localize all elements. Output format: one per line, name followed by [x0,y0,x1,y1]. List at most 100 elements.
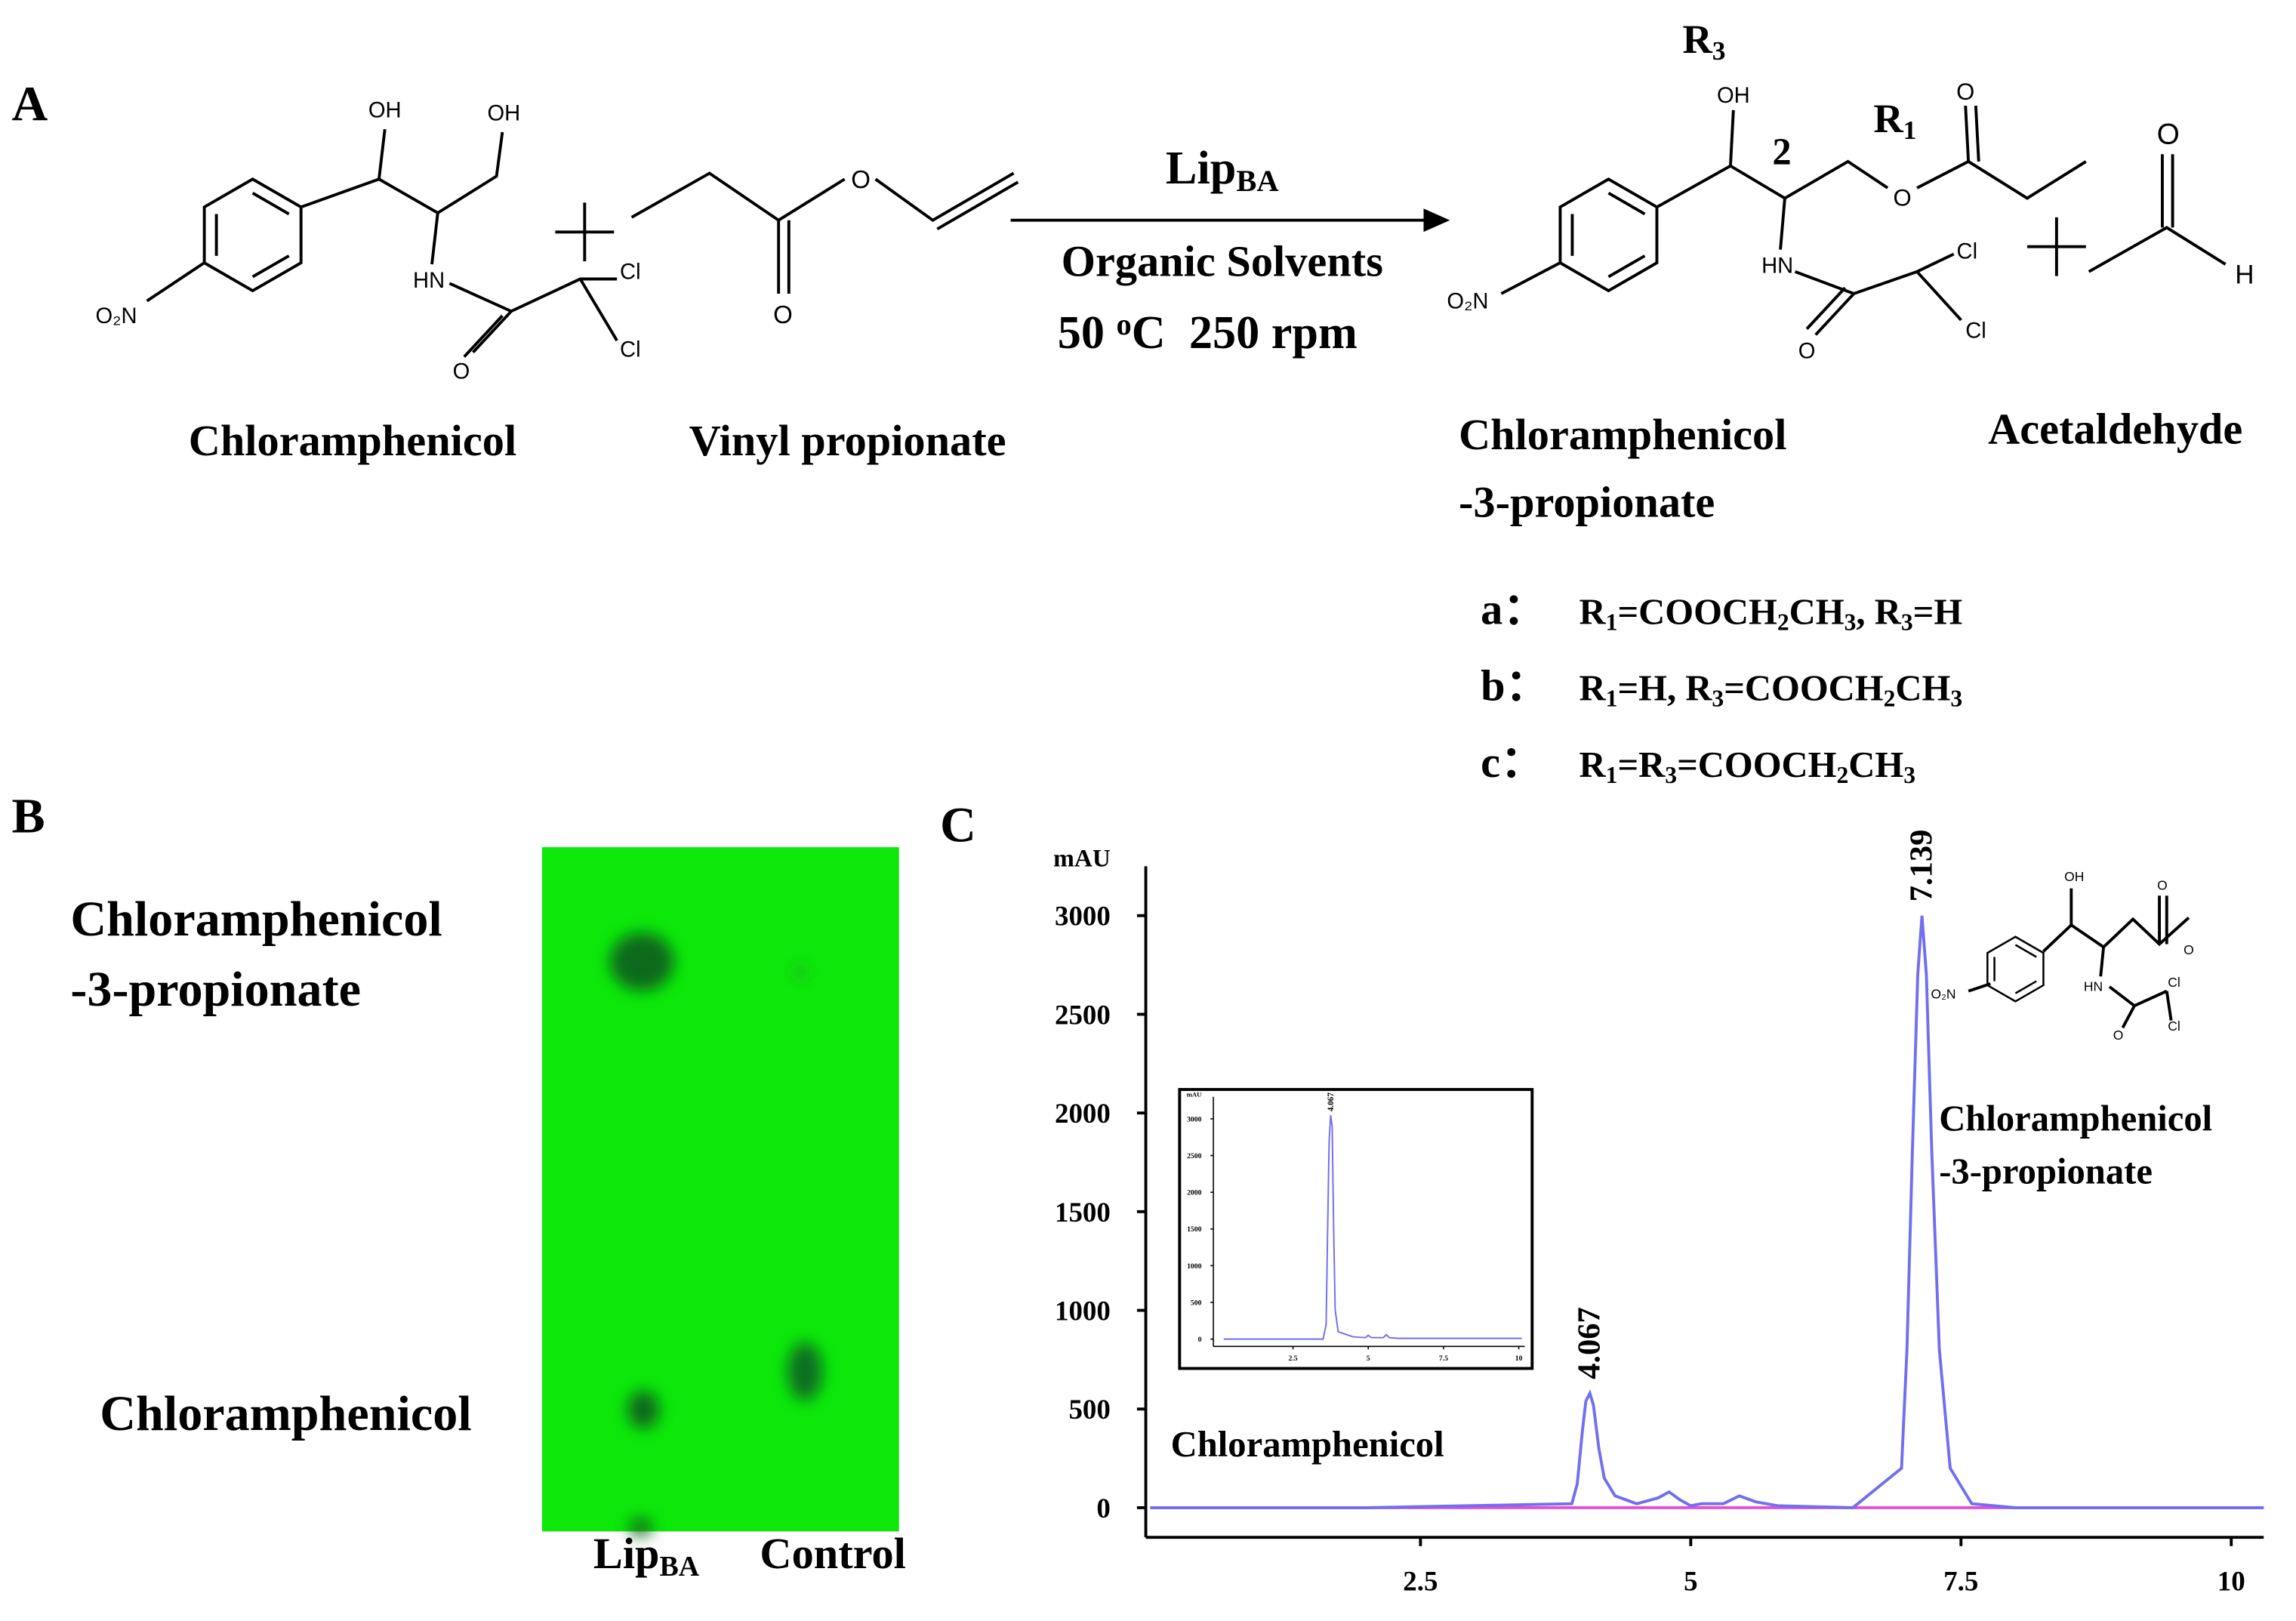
atom: Cl [620,338,641,362]
y-tick-label: 1000 [1187,1262,1202,1271]
conditions: 50 o​C 250 rpm [1058,307,1358,359]
benzene-ring-double [251,192,290,216]
compound-name: -3-propionate [1459,478,1715,527]
structure-bonds [146,105,2227,358]
text-part: 1 [1606,762,1618,788]
text-part: 3 [1950,686,1962,712]
catalyst: LipBA​ [1166,143,1279,198]
panel-label: C [940,797,976,852]
y-axis-label: mAU [1187,1091,1203,1099]
atom: OH [1717,84,1750,108]
atom: O [1956,79,1974,105]
trace [1150,915,2264,1509]
text-part: Lip [593,1529,660,1578]
benzene-ring [1558,177,1659,293]
x-tick-label: 10 [2217,1565,2245,1596]
atom: O [2157,119,2180,151]
lane-label: LipBA​ [593,1529,700,1582]
atom: HN [1761,254,1793,279]
atom: O [2157,878,2168,893]
y-tick-label: 2000 [1187,1189,1202,1197]
tlc-spots [609,932,823,1536]
spot-label: Chloramphenicol [70,892,442,947]
variant-key: a： [1481,585,1547,634]
text-part: 3 [1712,686,1724,712]
annotation: Chloramphenicol [1171,1424,1444,1465]
inset-frame [1178,1088,1534,1370]
benzene-ring-double [1607,254,1646,279]
y-tick-label: 2500 [1055,999,1111,1030]
atom: O [1893,184,1911,211]
atom: O [453,360,470,384]
text-part: CH [1789,592,1845,633]
y-tick-label: 1500 [1187,1225,1202,1234]
atom: OH [2064,869,2084,884]
x-tick-label: 5 [1684,1565,1697,1596]
variant-formula: R1​=H, R3​=COOCH2​CH3​ [1579,668,1963,712]
atom: O [2184,942,2194,957]
trace [1223,1114,1522,1340]
text-part: Lip [1166,143,1236,194]
text-part: =COOCH [1677,744,1836,785]
compound-name: Vinyl propionate [689,416,1006,465]
benzene-ring-double [2014,944,2037,958]
y-tick-label: 3000 [1187,1115,1202,1123]
benzene-ring-double [251,254,290,279]
spot-label: -3-propionate [70,962,361,1017]
text-part: R [1579,744,1607,785]
spot-label: Chloramphenicol [100,1386,471,1441]
atom: OH [368,99,402,123]
atom: OH [487,101,520,125]
benzene-ring-double [2014,980,2037,994]
text-part: R [1682,16,1712,62]
atom: O₂N [1931,986,1956,1001]
peak-label: 7.139 [1904,830,1940,902]
y-tick-label: 500 [1068,1394,1110,1425]
atom: O [2113,1028,2124,1043]
x-tick-label: 10 [1515,1354,1523,1363]
text-part: 1 [1606,609,1618,636]
x-tick-label: 5 [1367,1354,1370,1363]
variant-key: c： [1481,738,1544,787]
r-group: R1​ [1873,95,1916,145]
atom: Cl [2168,1019,2180,1034]
annotation: Chloramphenicol [1939,1098,2212,1139]
text-part: =COOCH [1724,668,1883,709]
text-part: R [1873,95,1903,141]
text-part: 1 [1606,686,1618,712]
compound-name: Acetaldehyde [1988,404,2242,453]
text-part: 2 [1884,686,1896,712]
y-tick-label: 3000 [1055,901,1111,932]
text-part: 2 [1777,609,1789,636]
variant-formula: R1​=COOCH2​CH3​, R3​=H [1579,592,1963,636]
annotation: -3-propionate [1939,1151,2153,1191]
text-part: R [1579,668,1607,709]
atom: O [773,301,793,329]
text-part: 3 [1712,35,1726,66]
text-part: 1 [1903,115,1917,145]
peak-label: 4.067 [1327,1092,1336,1112]
variant-key: b： [1481,661,1549,710]
atom: O₂N [95,304,137,328]
text-part: 3 [1845,609,1857,636]
atom: Cl [620,260,641,285]
text-part: =H [1913,592,1963,633]
x-tick-label: 7.5 [1943,1565,1978,1596]
position-number: 2 [1772,131,1791,173]
atom: Cl [1957,239,1978,263]
text-part: BA [660,1550,700,1582]
text-part: 3 [1901,609,1913,636]
tlc-plate [541,847,899,1532]
x-tick-label: 2.5 [1289,1354,1298,1363]
y-tick-label: 0 [1198,1336,1202,1344]
y-tick-label: 500 [1191,1299,1202,1307]
text-part: 2 [1836,762,1848,788]
y-tick-label: 1500 [1055,1197,1111,1228]
compound-name: Chloramphenicol [1459,410,1786,459]
text-part: 3 [1903,762,1915,788]
atom: Cl [1965,319,1986,343]
text-part: =H, R [1617,668,1712,709]
y-tick-label: 0 [1096,1493,1110,1524]
